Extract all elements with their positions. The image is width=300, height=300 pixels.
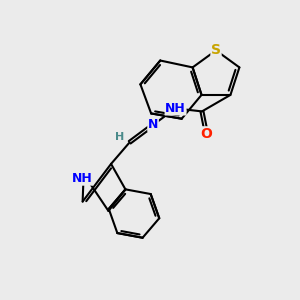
Text: N: N <box>148 118 158 131</box>
Text: S: S <box>211 44 221 57</box>
Text: NH: NH <box>72 172 92 185</box>
Text: NH: NH <box>165 102 186 115</box>
Text: O: O <box>200 127 212 141</box>
Text: H: H <box>115 132 124 142</box>
